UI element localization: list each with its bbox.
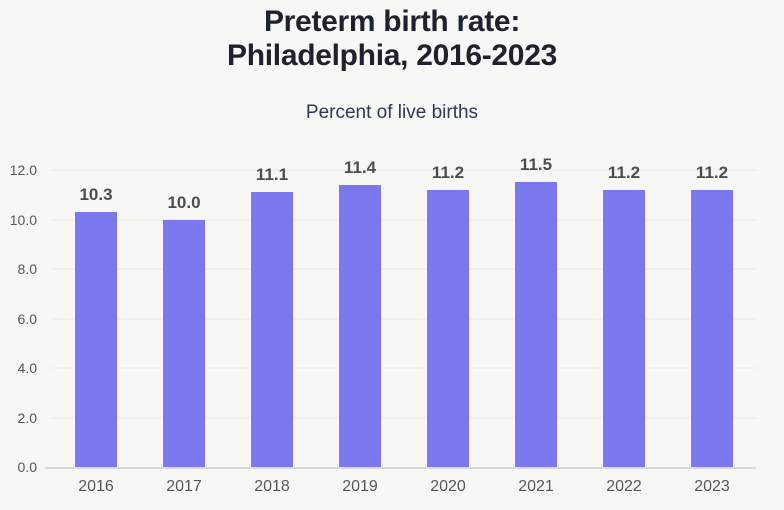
bar-column-2017: 10.0 2017 <box>140 170 228 495</box>
x-axis-tick-label: 2019 <box>342 478 378 495</box>
bar-column-2018: 11.1 2018 <box>228 165 316 495</box>
chart-title: Preterm birth rate: Philadelphia, 2016-2… <box>0 0 784 73</box>
bar-chart-plot: 0.0 2.0 4.0 6.0 8.0 10.0 12.0 10.3 2016 10.0 2017… <box>10 155 756 495</box>
y-axis-tick-label: 0.0 <box>17 459 37 475</box>
x-axis-baseline <box>45 467 756 469</box>
bar-2016 <box>75 212 117 467</box>
chart-title-line2: Philadelphia, 2016-2023 <box>227 39 557 72</box>
y-axis-tick-label: 8.0 <box>17 261 37 277</box>
bar-2023 <box>691 189 733 467</box>
x-axis-tick-label: 2023 <box>694 478 730 495</box>
bar-column-2022: 11.2 2022 <box>580 163 668 495</box>
gridline <box>52 268 756 270</box>
bar-2020 <box>427 189 469 467</box>
bar-column-2016: 10.3 2016 <box>52 170 140 495</box>
x-axis-tick-label: 2022 <box>606 478 642 495</box>
bar-value-label: 11.4 <box>343 157 377 177</box>
bar-value-label: 10.0 <box>167 192 201 212</box>
bar-2022 <box>603 189 645 467</box>
bar-2018 <box>251 192 293 467</box>
bar-value-label: 11.2 <box>695 162 729 182</box>
bar-value-label: 11.1 <box>255 165 289 185</box>
x-axis-tick-label: 2016 <box>78 478 114 495</box>
bar-2017 <box>163 219 205 467</box>
bar-column-2019: 11.4 2019 <box>316 158 404 495</box>
gridlines: 0.0 2.0 4.0 6.0 8.0 10.0 12.0 <box>10 162 756 475</box>
bar-value-label: 11.5 <box>519 155 553 175</box>
bar-column-2020: 11.2 2020 <box>404 163 492 495</box>
y-axis-tick-label: 12.0 <box>9 162 37 178</box>
y-axis-tick-label: 10.0 <box>9 211 37 228</box>
bar-column-2021: 11.5 2021 <box>492 155 580 495</box>
x-axis-tick-label: 2017 <box>166 478 202 495</box>
x-axis-tick-label: 2018 <box>254 478 290 495</box>
gridline <box>52 417 756 418</box>
bar-value-label: 10.3 <box>79 185 113 205</box>
gridline <box>52 318 756 319</box>
bar-2019 <box>339 184 381 467</box>
y-axis-tick-label: 6.0 <box>17 310 37 327</box>
bar-column-2023: 11.2 2023 <box>668 163 756 495</box>
x-axis-tick-label: 2021 <box>518 478 554 495</box>
bar-2021 <box>515 182 557 467</box>
gridline <box>52 219 756 220</box>
chart-title-line1: Preterm birth rate: <box>263 5 521 38</box>
bar-value-label: 11.2 <box>607 162 641 182</box>
gridline <box>52 169 756 171</box>
bars-container: 10.3 2016 10.0 2017 11.1 2018 11.4 2019 11.2 2020… <box>52 155 756 495</box>
gridline <box>52 367 756 369</box>
y-axis-tick-label: 4.0 <box>17 360 37 376</box>
y-axis-tick-label: 2.0 <box>17 409 37 426</box>
x-axis-tick-label: 2020 <box>430 478 466 495</box>
bar-value-label: 11.2 <box>431 162 465 182</box>
chart-subtitle: Percent of live births <box>305 102 479 123</box>
